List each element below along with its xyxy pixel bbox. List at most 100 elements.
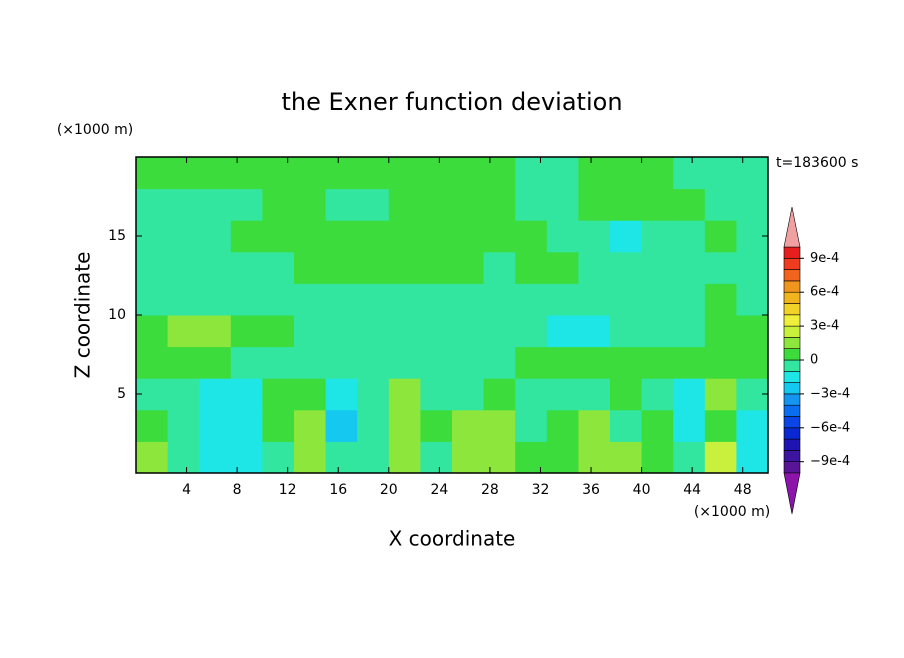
field-cell — [294, 251, 327, 284]
field-cell — [294, 220, 327, 253]
y-tick-label: 5 — [117, 386, 126, 402]
field-cell — [546, 188, 579, 221]
field-cell — [262, 157, 295, 190]
field-cell — [230, 220, 263, 253]
field-cell — [357, 251, 390, 284]
colorbar-band — [783, 348, 801, 361]
field-cell — [262, 220, 295, 253]
field-cell — [673, 315, 706, 348]
field-cell — [515, 346, 548, 379]
x-tick-label: 36 — [582, 482, 600, 498]
field-cell — [262, 441, 295, 474]
y-unit: (×1000 m) — [57, 122, 133, 138]
field-cell — [357, 409, 390, 442]
field-cell — [483, 220, 516, 253]
chart-title: the Exner function deviation — [281, 88, 622, 116]
field-cell — [515, 220, 548, 253]
field-cell — [641, 220, 674, 253]
field-cell — [578, 441, 611, 474]
field-cell — [167, 220, 200, 253]
field-cell — [641, 251, 674, 284]
field-cell — [262, 378, 295, 411]
field-cell — [167, 157, 200, 190]
field-cell — [704, 220, 737, 253]
field-cell — [641, 346, 674, 379]
field-cell — [483, 283, 516, 316]
field-cell — [357, 157, 390, 190]
field-cell — [610, 283, 643, 316]
field-cell — [578, 251, 611, 284]
field-cell — [199, 157, 232, 190]
field-cell — [230, 188, 263, 221]
field-cell — [167, 378, 200, 411]
field-cell — [420, 283, 453, 316]
field-cell — [673, 441, 706, 474]
x-unit: (×1000 m) — [694, 504, 770, 520]
field-cell — [136, 188, 169, 221]
field-cell — [199, 188, 232, 221]
field-cell — [420, 188, 453, 221]
colorbar-band — [783, 370, 801, 383]
field-cell — [136, 441, 169, 474]
field-cell — [704, 346, 737, 379]
field-cell — [578, 315, 611, 348]
colorbar-label: 3e-4 — [810, 319, 839, 334]
field-cell — [230, 441, 263, 474]
field-cell — [641, 157, 674, 190]
field-cell — [357, 188, 390, 221]
field-cell — [262, 346, 295, 379]
x-tick-label: 16 — [329, 482, 347, 498]
field-cell — [136, 251, 169, 284]
field-cell — [641, 283, 674, 316]
field-cell — [704, 378, 737, 411]
field-cell — [357, 283, 390, 316]
field-cell — [230, 283, 263, 316]
colorbar-band — [783, 461, 801, 474]
field-cell — [483, 441, 516, 474]
field-cell — [546, 220, 579, 253]
colorbar-label: 9e-4 — [810, 251, 839, 266]
y-tick-label: 15 — [108, 228, 126, 244]
x-tick-label: 24 — [430, 482, 448, 498]
field-cell — [673, 283, 706, 316]
colorbar-band — [783, 269, 801, 282]
field-cell — [325, 157, 358, 190]
colorbar-band — [783, 359, 801, 372]
x-tick-label: 48 — [734, 482, 752, 498]
field-cell — [452, 378, 485, 411]
colorbar-band — [783, 246, 801, 259]
field-cell — [704, 157, 737, 190]
field-cell — [262, 188, 295, 221]
field-cell — [294, 283, 327, 316]
colorbar-band — [783, 450, 801, 462]
field-cell — [515, 188, 548, 221]
field-cell — [736, 188, 769, 221]
y-axis-label: Z coordinate — [71, 252, 95, 379]
field-cell — [325, 409, 358, 442]
colorbar-label: −3e-4 — [810, 386, 850, 401]
field-cell — [546, 315, 579, 348]
field-cell — [136, 157, 169, 190]
field-cell — [736, 283, 769, 316]
field-cell — [704, 251, 737, 284]
field-cell — [199, 346, 232, 379]
field-cell — [388, 251, 421, 284]
field-cell — [610, 157, 643, 190]
field-cell — [452, 283, 485, 316]
field-cell — [294, 157, 327, 190]
colorbar-band — [783, 404, 801, 417]
field-cell — [704, 188, 737, 221]
colorbar-label: 6e-4 — [810, 285, 839, 300]
field-cell — [673, 220, 706, 253]
field-cell — [420, 251, 453, 284]
colorbar-label: 0 — [810, 353, 818, 368]
field-cell — [546, 441, 579, 474]
field-cell — [610, 441, 643, 474]
field-cell — [325, 441, 358, 474]
field-cell — [483, 315, 516, 348]
colorbar-band — [783, 325, 801, 338]
field-cell — [388, 157, 421, 190]
field-cell — [420, 346, 453, 379]
field-cell — [578, 157, 611, 190]
field-cell — [546, 283, 579, 316]
